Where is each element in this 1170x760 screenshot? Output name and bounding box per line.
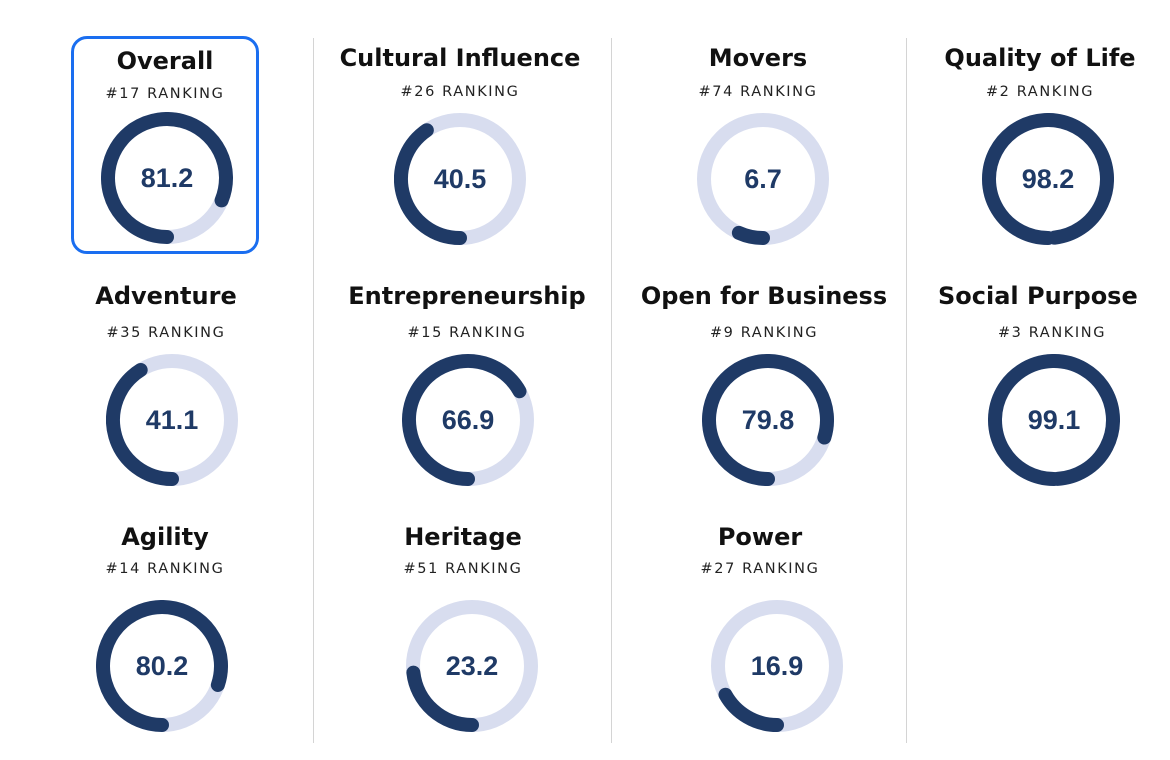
gauge-progress-arc xyxy=(702,354,834,486)
score-gauge: 99.1 xyxy=(988,354,1120,486)
score-gauge: 66.9 xyxy=(402,354,534,486)
metric-ranking: #14 RANKING xyxy=(105,561,225,577)
metric-title: Heritage xyxy=(404,523,522,551)
gauge-progress-arc xyxy=(988,354,1120,486)
gauge-ring xyxy=(394,113,526,245)
metric-title: Quality of Life xyxy=(944,44,1136,72)
score-gauge: 23.2 xyxy=(406,600,538,732)
gauge-ring xyxy=(96,600,228,732)
metric-ranking: #27 RANKING xyxy=(700,561,820,577)
gauge-ring xyxy=(711,600,843,732)
score-value: 6.7 xyxy=(744,164,782,194)
metric-tile-social-purpose[interactable]: Social Purpose #3 RANKING 99.1 xyxy=(938,281,1146,499)
metric-ranking: #51 RANKING xyxy=(403,561,523,577)
metric-tile-heritage[interactable]: Heritage #51 RANKING 23.2 xyxy=(369,522,557,740)
metric-ranking: #35 RANKING xyxy=(106,325,226,341)
gauge-progress-arc xyxy=(731,225,770,245)
metric-title: Adventure xyxy=(95,282,237,310)
metric-tile-quality-of-life[interactable]: Quality of Life #2 RANKING 98.2 xyxy=(944,43,1136,261)
score-value: 79.8 xyxy=(741,405,795,435)
metric-ranking: #17 RANKING xyxy=(105,86,225,102)
gauge-progress-arc xyxy=(406,665,479,732)
gauge-ring xyxy=(702,354,834,486)
score-gauge: 79.8 xyxy=(702,354,834,486)
column-divider xyxy=(313,38,314,743)
metric-ranking: #74 RANKING xyxy=(698,84,818,100)
metric-title: Power xyxy=(717,523,803,551)
score-gauge: 6.7 xyxy=(697,113,829,245)
metric-title: Movers xyxy=(708,44,808,72)
metric-ranking: #2 RANKING xyxy=(985,84,1095,100)
metric-title: Overall xyxy=(116,47,214,75)
metric-tile-power[interactable]: Power #27 RANKING 16.9 xyxy=(666,522,854,740)
metric-tile-cultural-influence[interactable]: Cultural Influence #26 RANKING 40.5 xyxy=(340,43,580,261)
score-value: 23.2 xyxy=(445,651,499,681)
score-value: 81.2 xyxy=(140,163,194,193)
metric-ranking: #26 RANKING xyxy=(400,84,520,100)
score-gauge: 81.2 xyxy=(101,112,233,244)
gauge-progress-arc xyxy=(718,687,784,732)
score-gauge: 16.9 xyxy=(711,600,843,732)
metric-ranking: #3 RANKING xyxy=(997,325,1107,341)
score-value: 80.2 xyxy=(135,651,189,681)
score-value: 66.9 xyxy=(441,405,495,435)
metric-title: Cultural Influence xyxy=(339,44,581,72)
score-gauge: 41.1 xyxy=(106,354,238,486)
score-value: 98.2 xyxy=(1021,164,1075,194)
score-gauge: 80.2 xyxy=(96,600,228,732)
column-divider xyxy=(906,38,907,743)
metric-tile-movers[interactable]: Movers #74 RANKING 6.7 xyxy=(664,43,852,261)
gauge-ring xyxy=(982,113,1114,245)
score-value: 99.1 xyxy=(1027,405,1081,435)
score-gauge: 98.2 xyxy=(982,113,1114,245)
score-value: 40.5 xyxy=(433,164,487,194)
gauge-progress-arc xyxy=(394,123,467,245)
metric-title: Social Purpose xyxy=(938,282,1138,310)
column-divider xyxy=(611,38,612,743)
metric-tile-open-for-business[interactable]: Open for Business #9 RANKING 79.8 xyxy=(641,281,887,499)
metric-tile-agility[interactable]: Agility #14 RANKING 80.2 xyxy=(71,522,259,740)
gauge-ring xyxy=(988,354,1120,486)
gauge-progress-arc xyxy=(96,600,228,732)
metric-title: Open for Business xyxy=(640,282,888,310)
gauge-ring xyxy=(402,354,534,486)
metric-tile-overall[interactable]: Overall #17 RANKING 81.2 xyxy=(71,36,259,254)
gauge-ring xyxy=(406,600,538,732)
gauge-ring xyxy=(106,354,238,486)
gauge-ring xyxy=(697,113,829,245)
gauge-progress-arc xyxy=(402,354,527,486)
metric-tile-adventure[interactable]: Adventure #35 RANKING 41.1 xyxy=(72,281,260,499)
metric-title: Agility xyxy=(121,523,209,551)
gauge-progress-arc xyxy=(106,362,179,486)
score-value: 16.9 xyxy=(750,651,804,681)
metric-title: Entrepreneurship xyxy=(348,282,586,310)
metric-ranking: #9 RANKING xyxy=(709,325,819,341)
metric-ranking: #15 RANKING xyxy=(407,325,527,341)
gauge-progress-arc xyxy=(982,113,1114,245)
metric-tile-entrepreneurship[interactable]: Entrepreneurship #15 RANKING 66.9 xyxy=(348,281,586,499)
score-value: 41.1 xyxy=(145,405,199,435)
gauge-progress-arc xyxy=(101,112,233,244)
gauge-ring xyxy=(101,112,233,244)
score-gauge: 40.5 xyxy=(394,113,526,245)
